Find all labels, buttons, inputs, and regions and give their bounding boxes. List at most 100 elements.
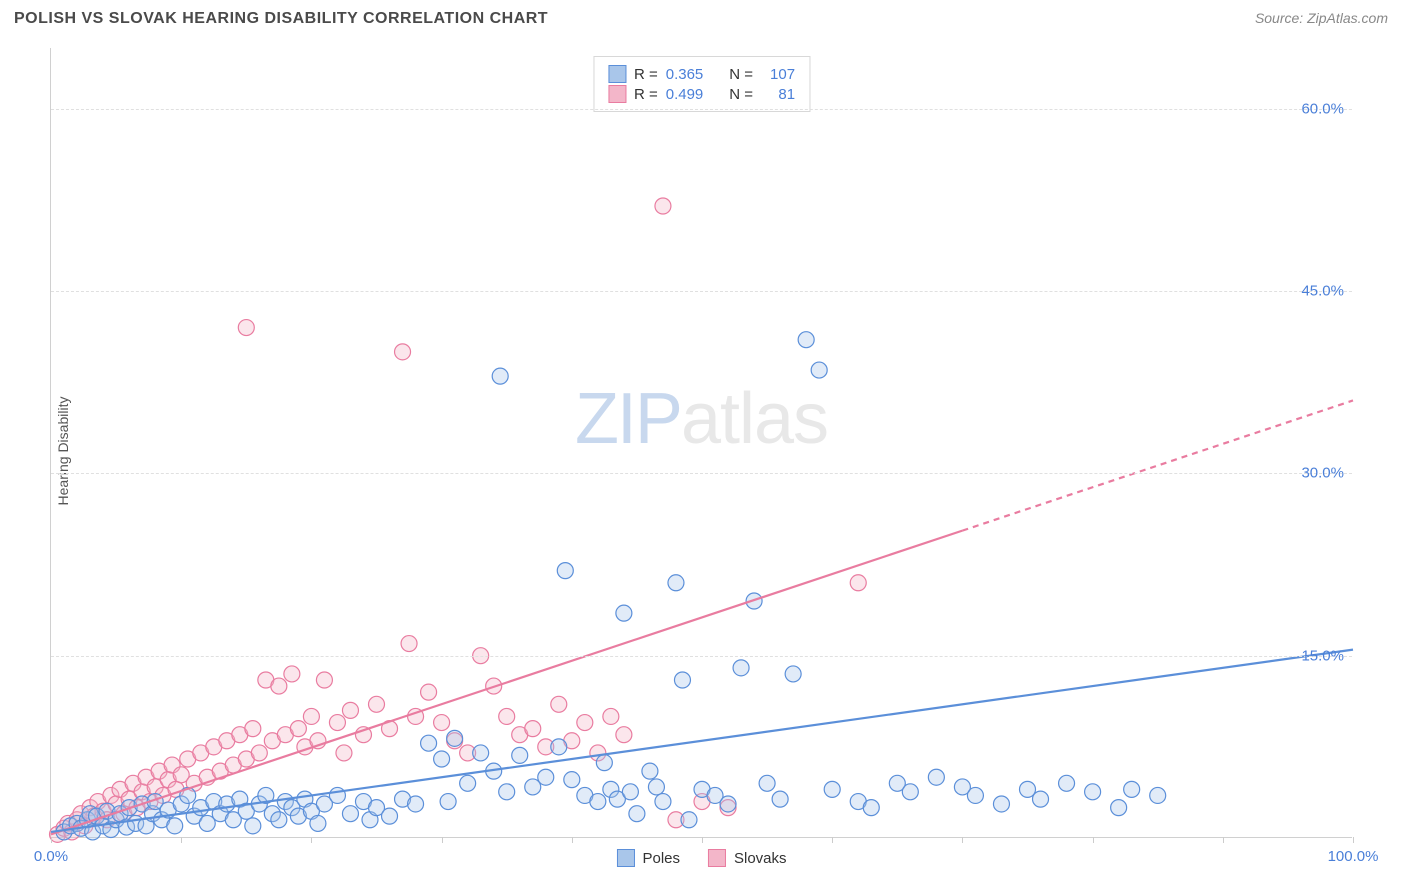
slovaks-point: [421, 684, 437, 700]
poles-point: [863, 800, 879, 816]
poles-point: [590, 794, 606, 810]
slovaks-point: [499, 708, 515, 724]
poles-point: [811, 362, 827, 378]
poles-point: [1111, 800, 1127, 816]
slovaks-point: [336, 745, 352, 761]
poles-point: [382, 808, 398, 824]
poles-point: [928, 769, 944, 785]
x-tick: [51, 837, 52, 843]
slovaks-point: [434, 715, 450, 731]
poles-point: [642, 763, 658, 779]
poles-point: [967, 787, 983, 803]
poles-point: [681, 812, 697, 828]
slovaks-point: [303, 708, 319, 724]
poles-point: [434, 751, 450, 767]
slovaks-point: [271, 678, 287, 694]
chart-header: POLISH VS SLOVAK HEARING DISABILITY CORR…: [0, 0, 1406, 34]
poles-point: [538, 769, 554, 785]
legend-r-value: 0.365: [666, 66, 704, 83]
poles-point: [1124, 781, 1140, 797]
legend-r-label: R =: [634, 86, 658, 103]
poles-point: [622, 784, 638, 800]
x-tick: [572, 837, 573, 843]
chart-area: Hearing Disability ZIPatlas R =0.365N =1…: [50, 48, 1352, 838]
poles-point: [798, 332, 814, 348]
legend-row: R = 0.365 N = 107: [608, 65, 795, 83]
series-legend-label: Slovaks: [734, 850, 787, 867]
poles-point: [720, 796, 736, 812]
series-legend-label: Poles: [642, 850, 680, 867]
x-tick: [832, 837, 833, 843]
poles-point: [655, 794, 671, 810]
poles-point: [492, 368, 508, 384]
x-tick: [1353, 837, 1354, 843]
x-tick: [442, 837, 443, 843]
poles-point: [440, 794, 456, 810]
x-tick: [1223, 837, 1224, 843]
scatter-plot: [51, 48, 1352, 837]
slovaks-point: [284, 666, 300, 682]
poles-point: [460, 775, 476, 791]
legend-row: R =0.499N = 81: [608, 85, 795, 103]
legend-n-label: N =: [729, 66, 753, 83]
legend-r-label: R =: [634, 66, 658, 83]
poles-point: [772, 791, 788, 807]
poles-point: [557, 563, 573, 579]
poles-point: [668, 575, 684, 591]
poles-point: [342, 806, 358, 822]
y-tick-label: 15.0%: [1301, 647, 1344, 664]
poles-point: [596, 755, 612, 771]
slovaks-point: [525, 721, 541, 737]
slovaks-point: [603, 708, 619, 724]
y-tick-label: 30.0%: [1301, 465, 1344, 482]
poles-point: [512, 747, 528, 763]
poles-point: [408, 796, 424, 812]
legend-n-label: N =: [729, 86, 753, 103]
legend-n-value: 107: [761, 66, 795, 83]
slovaks-point: [316, 672, 332, 688]
slovaks-point: [395, 344, 411, 360]
poles-point: [902, 784, 918, 800]
slovaks-point: [329, 715, 345, 731]
poles-point: [271, 812, 287, 828]
poles-point: [564, 772, 580, 788]
slovaks-point: [342, 702, 358, 718]
slovaks-point: [251, 745, 267, 761]
slovaks-point: [238, 320, 254, 336]
series-legend-item: Slovaks: [708, 849, 787, 867]
slovaks-point: [369, 696, 385, 712]
slovaks-trendline-dashed: [962, 400, 1353, 530]
poles-point: [824, 781, 840, 797]
poles-point: [759, 775, 775, 791]
x-tick: [702, 837, 703, 843]
poles-point: [447, 730, 463, 746]
legend-swatch: [608, 65, 626, 83]
slovaks-point: [616, 727, 632, 743]
chart-title: POLISH VS SLOVAK HEARING DISABILITY CORR…: [14, 10, 548, 28]
poles-point: [245, 818, 261, 834]
poles-point: [674, 672, 690, 688]
poles-point: [1033, 791, 1049, 807]
x-tick: [311, 837, 312, 843]
poles-point: [993, 796, 1009, 812]
poles-point: [1150, 787, 1166, 803]
slovaks-point: [290, 721, 306, 737]
chart-source: Source: ZipAtlas.com: [1255, 10, 1388, 26]
poles-point: [329, 787, 345, 803]
x-tick: [962, 837, 963, 843]
slovaks-point: [401, 636, 417, 652]
poles-point: [551, 739, 567, 755]
poles-point: [1059, 775, 1075, 791]
poles-point: [310, 815, 326, 831]
correlation-legend: R =0.365N =107R =0.499N = 81: [593, 56, 810, 112]
poles-point: [616, 605, 632, 621]
x-tick-label: 0.0%: [34, 848, 68, 865]
poles-point: [473, 745, 489, 761]
legend-r-value: 0.499: [666, 86, 704, 103]
gridline: [51, 473, 1352, 474]
series-legend-item: Poles: [616, 849, 680, 867]
poles-point: [733, 660, 749, 676]
poles-point: [648, 779, 664, 795]
legend-swatch: [616, 849, 634, 867]
legend-swatch: [708, 849, 726, 867]
